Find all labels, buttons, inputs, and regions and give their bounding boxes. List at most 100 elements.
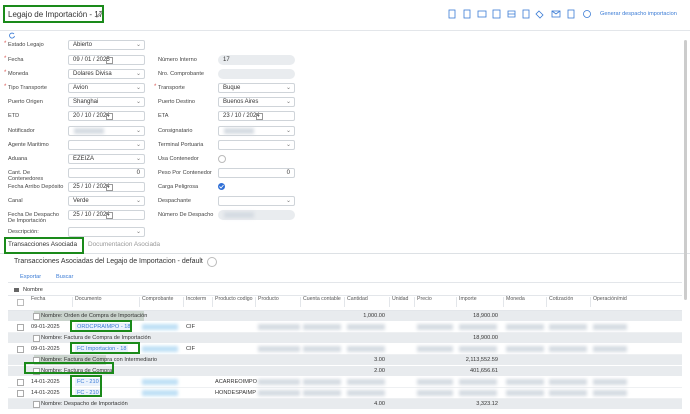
select-input[interactable]: Buque — [218, 83, 295, 93]
field-label: Moneda — [8, 71, 29, 77]
column-divider — [255, 297, 256, 307]
document-link[interactable]: FC - 210 — [75, 389, 101, 397]
chevron: ⌄ — [286, 142, 292, 148]
redacted — [459, 379, 497, 385]
field-label: Notificador — [8, 128, 35, 134]
field-label: Fecha Arribo Depósito — [8, 184, 64, 190]
field-label: Descripción: — [8, 229, 39, 235]
redacted — [506, 390, 544, 396]
select-input[interactable]: Shanghai — [68, 97, 145, 107]
select-input[interactable] — [218, 140, 295, 150]
document-link[interactable]: FC - 210 — [75, 378, 101, 386]
column-header: Importe — [459, 296, 477, 302]
highlight-box — [4, 237, 84, 254]
cell-importe: 18,900.00 — [473, 335, 498, 341]
redacted — [347, 346, 385, 352]
field-label: Agente Maritimo — [8, 142, 49, 148]
checkbox[interactable] — [17, 379, 24, 386]
checkbox[interactable] — [33, 401, 40, 408]
toolbar-button[interactable]: Buscar — [56, 274, 74, 280]
refresh-button[interactable] — [207, 257, 217, 267]
document-link[interactable]: FC Importacion - 18 — [75, 345, 129, 353]
radio[interactable] — [218, 155, 226, 163]
toolbar-icons[interactable] — [448, 9, 596, 19]
cell-importe: 18,900.00 — [473, 313, 498, 319]
highlight-box — [70, 342, 140, 354]
redacted — [258, 379, 300, 385]
checkbox[interactable] — [17, 324, 24, 331]
column-divider — [344, 297, 345, 307]
refresh-icon[interactable] — [8, 31, 16, 39]
generate-button[interactable]: Generar despacho importacion — [600, 11, 677, 17]
checkbox[interactable] — [17, 390, 24, 397]
checkbox[interactable] — [33, 313, 40, 320]
required-mark: * — [4, 41, 7, 47]
required-mark: * — [4, 84, 7, 90]
chevron: ⌄ — [136, 85, 142, 91]
select-input[interactable]: Dolares Divisa — [68, 69, 145, 79]
highlight-box — [70, 320, 132, 332]
column-divider — [72, 297, 73, 307]
number-input[interactable]: 0 — [68, 168, 145, 178]
checkbox[interactable] — [17, 299, 24, 306]
column-divider — [139, 297, 140, 307]
select-input[interactable]: EZEIZA — [68, 154, 145, 164]
table-header — [8, 295, 682, 311]
toolbar-button[interactable]: Exportar — [20, 274, 42, 280]
checkbox[interactable] — [17, 346, 24, 353]
redacted — [593, 390, 627, 396]
select-input[interactable] — [68, 126, 145, 136]
data-row — [8, 322, 682, 333]
highlight-box — [24, 362, 114, 374]
checkbox[interactable] — [218, 183, 225, 190]
select-input[interactable]: Abierto — [68, 40, 145, 50]
redacted — [459, 324, 497, 330]
calendar-icon — [106, 212, 113, 219]
select-input[interactable]: Verde — [68, 196, 145, 206]
select-input[interactable]: Avion — [68, 83, 145, 93]
calendar-icon — [256, 113, 263, 120]
data-row — [8, 388, 682, 399]
cell-importe: 2,113,552.59 — [465, 357, 498, 363]
checkbox[interactable] — [33, 368, 40, 375]
field-label: Estado Legajo — [8, 42, 44, 48]
column-divider — [183, 297, 184, 307]
chevron: ⌄ — [136, 156, 142, 162]
data-row — [8, 377, 682, 388]
field-label: Despachante — [158, 198, 191, 204]
group-band — [34, 355, 106, 365]
field-label: Número Interno — [158, 57, 197, 63]
select-input[interactable] — [218, 196, 295, 206]
field-label: Número De Despacho — [158, 212, 214, 218]
field-label: ETD — [8, 113, 20, 119]
checkbox[interactable] — [33, 335, 40, 342]
cell-cantidad: 3.00 — [374, 357, 385, 363]
section-title: Transacciones Asociadas del Legajo de Im… — [14, 258, 203, 265]
field-label: Cant. De Contenedores — [8, 170, 44, 182]
redacted — [549, 324, 587, 330]
field-label: Puerto Destino — [158, 99, 196, 105]
redacted — [347, 390, 385, 396]
select-input[interactable] — [68, 227, 145, 237]
redacted — [417, 346, 453, 352]
document-link[interactable]: ORDCPRAIMPO - 18 — [75, 323, 133, 331]
redacted — [224, 212, 254, 218]
redacted — [224, 128, 254, 134]
cell-incoterm: CIF — [186, 324, 196, 330]
redacted — [459, 390, 497, 396]
cell-fecha: 09-01-2025 — [31, 346, 60, 352]
chevron: ⌄ — [136, 142, 142, 148]
field-label: Puerto Origen — [8, 99, 43, 105]
chevron: ⌄ — [286, 99, 292, 105]
number-input[interactable]: 0 — [218, 168, 295, 178]
select-input[interactable] — [68, 140, 145, 150]
page-title: Legajo de Importación - 17 — [8, 10, 104, 19]
chevron: ⌄ — [136, 42, 142, 48]
tab[interactable]: Documentacion Asociada — [88, 241, 161, 248]
calendar-icon — [106, 184, 113, 191]
select-input[interactable] — [218, 126, 295, 136]
select-input[interactable]: Buenos Aires — [218, 97, 295, 107]
column-header: Precio — [417, 296, 432, 302]
cell-cantidad: 4.00 — [374, 401, 385, 407]
tab[interactable]: Transacciones Asociada — [8, 241, 78, 248]
